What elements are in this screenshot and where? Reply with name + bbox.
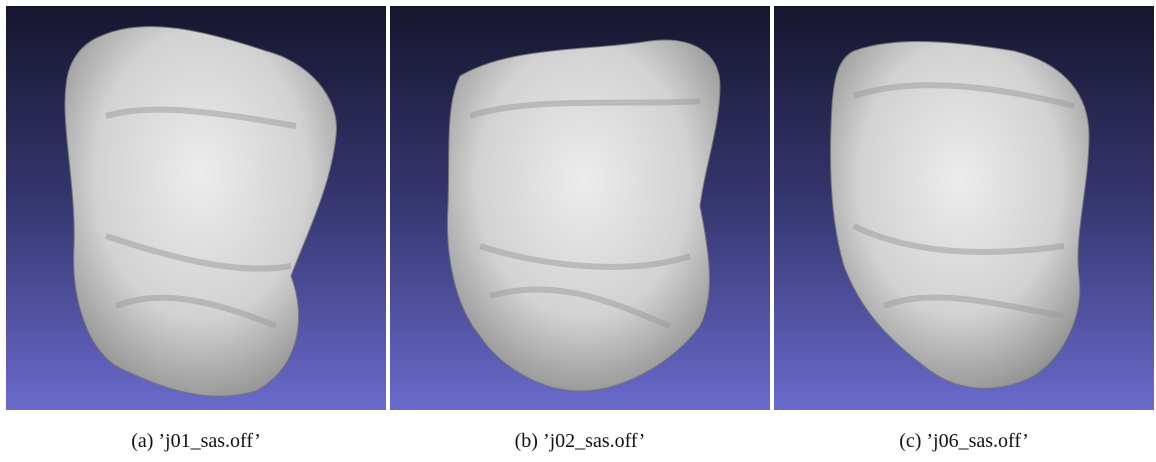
figure: (a) ’j01_sas.off’ (b) ’j02_sas.off’ (c) … [0,0,1156,462]
panel [6,6,386,410]
tooth-model [447,40,720,391]
caption: (a) ’j01_sas.off’ [131,430,261,452]
tooth-model [65,27,337,397]
panel [774,6,1154,410]
panel [390,6,770,410]
caption: (b) ’j02_sas.off’ [515,430,646,452]
caption: (c) ’j06_sas.off’ [899,430,1029,452]
